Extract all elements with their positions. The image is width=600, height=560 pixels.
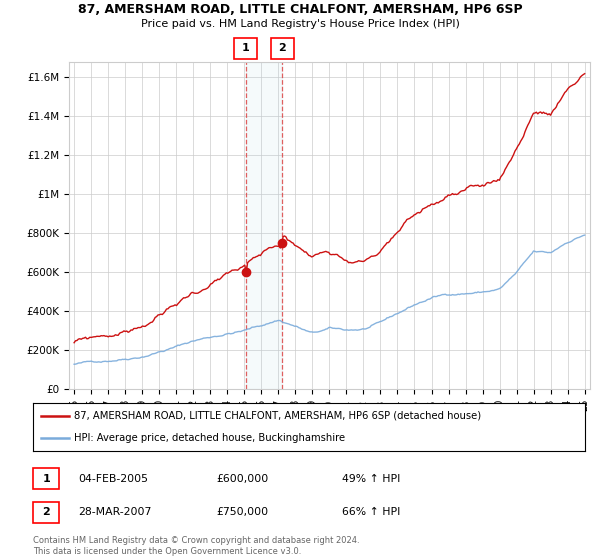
Text: 1: 1 [242,43,250,53]
Text: 49% ↑ HPI: 49% ↑ HPI [342,474,400,484]
Text: £600,000: £600,000 [216,474,268,484]
Text: £750,000: £750,000 [216,507,268,517]
Bar [246,62,283,389]
Text: 87, AMERSHAM ROAD, LITTLE CHALFONT, AMERSHAM, HP6 6SP: 87, AMERSHAM ROAD, LITTLE CHALFONT, AMER… [77,3,523,16]
Text: 87, AMERSHAM ROAD, LITTLE CHALFONT, AMERSHAM, HP6 6SP (detached house): 87, AMERSHAM ROAD, LITTLE CHALFONT, AMER… [74,410,482,421]
Text: 2: 2 [43,507,50,517]
Text: Price paid vs. HM Land Registry's House Price Index (HPI): Price paid vs. HM Land Registry's House … [140,19,460,29]
Text: HPI: Average price, detached house, Buckinghamshire: HPI: Average price, detached house, Buck… [74,433,346,444]
Text: 66% ↑ HPI: 66% ↑ HPI [342,507,400,517]
Text: Contains HM Land Registry data © Crown copyright and database right 2024.
This d: Contains HM Land Registry data © Crown c… [33,536,359,556]
Text: 2: 2 [278,43,286,53]
Text: 04-FEB-2005: 04-FEB-2005 [78,474,148,484]
Text: 28-MAR-2007: 28-MAR-2007 [78,507,151,517]
Text: 1: 1 [43,474,50,484]
